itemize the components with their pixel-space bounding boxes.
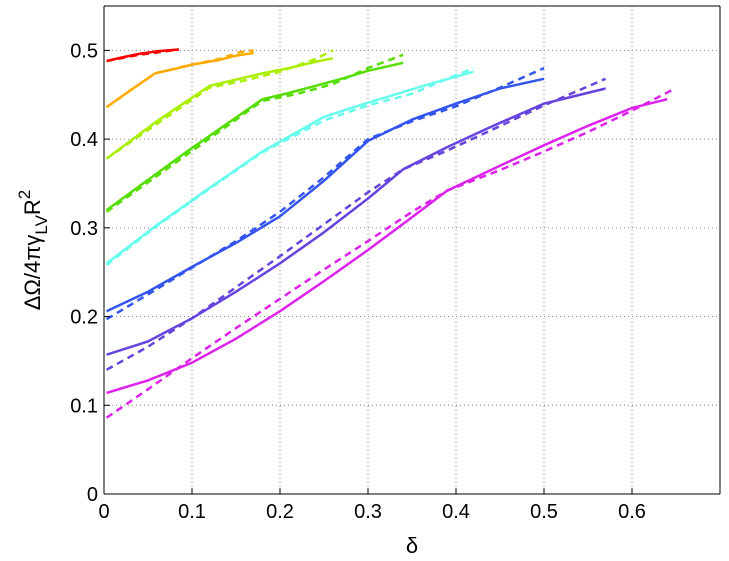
x-tick-label: 0.2 — [266, 501, 294, 523]
y-tick-label: 0.5 — [70, 40, 98, 62]
y-tick-label: 0.4 — [70, 129, 98, 151]
x-axis-title: δ — [406, 533, 418, 558]
x-tick-label: 0.1 — [178, 501, 206, 523]
series-line-12-solid — [106, 87, 606, 356]
series-line-3-dashed — [105, 49, 254, 109]
y-axis-title: ΔΩ/4πγLVR2 — [15, 190, 51, 311]
axes — [103, 5, 721, 495]
x-tick-label: 0.5 — [530, 501, 558, 523]
series-line-7-dashed — [105, 53, 404, 213]
x-tick-label: 0.3 — [354, 501, 382, 523]
plot-area — [104, 6, 720, 494]
y-tick-label: 0.1 — [70, 395, 98, 417]
x-tick-label: 0.6 — [618, 501, 646, 523]
series-line-10-solid — [106, 77, 545, 313]
x-tick-label: 0 — [98, 501, 109, 523]
series-layer — [105, 48, 673, 419]
y-tick-label: 0.3 — [70, 218, 98, 240]
series-line-4-solid — [105, 57, 334, 160]
ticks: 0 0.1 0.2 0.3 0.4 0.5 0.6 0 0.1 0.2 0.3 0.4 0.5 — [70, 40, 646, 523]
series-line-15-dashed — [105, 89, 673, 419]
x-tick-label: 0.4 — [442, 501, 470, 523]
series-line-9-dashed — [105, 66, 475, 267]
y-tick-label: 0 — [87, 484, 98, 506]
series-line-14-solid — [106, 97, 668, 395]
series-line-6-solid — [105, 61, 404, 212]
series-line-0-solid — [106, 48, 179, 63]
y-tick-label: 0.2 — [70, 307, 98, 329]
series-line-13-dashed — [105, 77, 607, 371]
